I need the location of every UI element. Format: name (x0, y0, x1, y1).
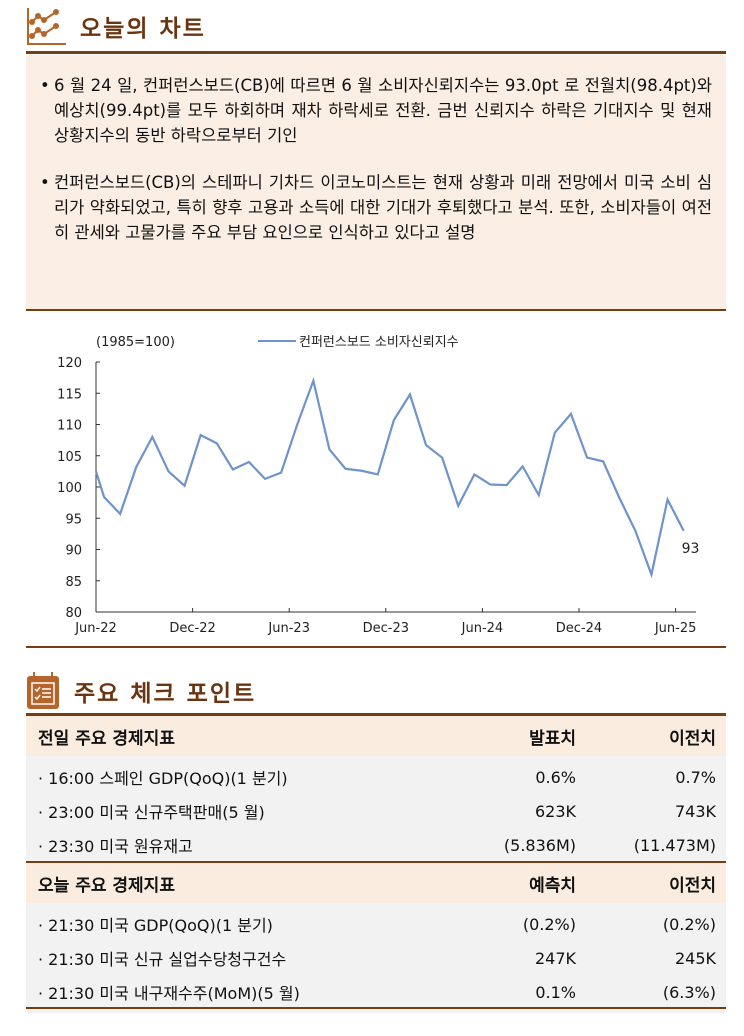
header-label: 전일 주요 경제지표 (26, 723, 446, 749)
previous: (6.3%) (662, 982, 716, 1002)
today-indicators-table: 오늘 주요 경제지표 예측치 이전치 · 21:30 미국 GDP(QoQ)(1 분… (26, 863, 726, 1013)
table-row: · 21:30 미국 신규 실업수당청구건수 247K 245K (26, 941, 726, 975)
y-tick-label: 115 (57, 387, 82, 402)
x-tick-label: Dec-22 (169, 621, 215, 636)
consumer-confidence-chart: 120 115 110 105 100 95 90 85 80 Jun-22 Dec-22 Jun-2… (26, 318, 726, 648)
table-header: 전일 주요 경제지표 발표치 이전치 (26, 716, 726, 756)
yesterday-indicators-table: 전일 주요 경제지표 발표치 이전치 · 16:00 스페인 GDP(QoQ)(1 … (26, 716, 726, 866)
indicator: · 16:00 스페인 GDP(QoQ)(1 분기) (38, 769, 288, 788)
value: 0.6% (535, 767, 576, 787)
value: (5.836M) (503, 835, 576, 855)
indicator: · 23:30 미국 원유재고 (38, 837, 193, 856)
divider (26, 1007, 726, 1009)
table-row: · 21:30 미국 내구재수주(MoM)(5 월) 0.1% (6.3%) (26, 975, 726, 1009)
y-tick-label: 120 (57, 356, 82, 371)
line-chart-icon (27, 8, 66, 45)
chart-section-header: 오늘의 차트 (26, 6, 206, 46)
indicator: · 23:00 미국 신규주택판매(5 월) (38, 803, 265, 822)
y-tick-label: 105 (57, 450, 82, 465)
checklist-calendar-icon (27, 672, 59, 709)
y-tick-label: 100 (57, 481, 82, 496)
y-tick-label: 85 (65, 575, 82, 590)
indicator: · 21:30 미국 GDP(QoQ)(1 분기) (38, 916, 273, 935)
x-tick-label: Dec-24 (556, 621, 602, 636)
x-tick-label: Jun-24 (461, 621, 504, 636)
table-row: · 16:00 스페인 GDP(QoQ)(1 분기) 0.6% 0.7% (26, 760, 726, 794)
previous: 245K (674, 948, 716, 968)
section-title: 오늘의 차트 (80, 16, 206, 42)
divider (26, 51, 726, 54)
series-line (94, 376, 685, 579)
checkpoint-section-header: 주요 체크 포인트 (26, 672, 256, 710)
previous: (11.473M) (633, 835, 716, 855)
header-label: 오늘 주요 경제지표 (26, 870, 446, 896)
x-tick-label: Dec-23 (363, 621, 409, 636)
summary-box: 6 월 24 일, 컨퍼런스보드(CB)에 따르면 6 월 소비자신뢰지수는 9… (26, 55, 726, 311)
indicator: · 21:30 미국 내구재수주(MoM)(5 월) (38, 984, 300, 1003)
table-row: · 23:00 미국 신규주택판매(5 월) 623K 743K (26, 794, 726, 828)
indicator: · 21:30 미국 신규 실업수당청구건수 (38, 950, 287, 969)
y-tick-label: 90 (65, 544, 82, 559)
header-previous: 이전치 (669, 728, 716, 749)
divider (26, 861, 726, 863)
x-tick-label: Jun-22 (74, 621, 117, 636)
previous: 743K (674, 801, 716, 821)
header-forecast: 예측치 (529, 875, 576, 896)
previous: (0.2%) (662, 914, 716, 934)
bullet-text: 컨퍼런스보드(CB)의 스테파니 기차드 이코노미스트는 현재 상황과 미래 전… (40, 170, 712, 245)
value: (0.2%) (522, 914, 576, 934)
table-header: 오늘 주요 경제지표 예측치 이전치 (26, 863, 726, 903)
unit-label: (1985=100) (96, 335, 175, 350)
last-value-label: 93 (682, 541, 700, 557)
divider (26, 713, 726, 716)
x-tick-label: Jun-25 (654, 621, 697, 636)
bullet-text: 6 월 24 일, 컨퍼런스보드(CB)에 따르면 6 월 소비자신뢰지수는 9… (40, 73, 712, 148)
legend-label: 컨퍼런스보드 소비자신뢰지수 (299, 335, 459, 350)
y-tick-label: 95 (65, 512, 82, 527)
table-row: · 23:30 미국 원유재고 (5.836M) (11.473M) (26, 828, 726, 862)
header-previous: 이전치 (669, 875, 716, 896)
previous: 0.7% (675, 767, 716, 787)
table-row: · 21:30 미국 GDP(QoQ)(1 분기) (0.2%) (0.2%) (26, 907, 726, 941)
header-actual: 발표치 (529, 728, 576, 749)
y-tick-label: 80 (65, 606, 82, 621)
value: 0.1% (535, 982, 576, 1002)
value: 247K (534, 948, 576, 968)
section-title: 주요 체크 포인트 (74, 681, 257, 707)
value: 623K (534, 801, 576, 821)
x-tick-label: Jun-23 (267, 621, 310, 636)
y-tick-label: 110 (57, 419, 82, 434)
